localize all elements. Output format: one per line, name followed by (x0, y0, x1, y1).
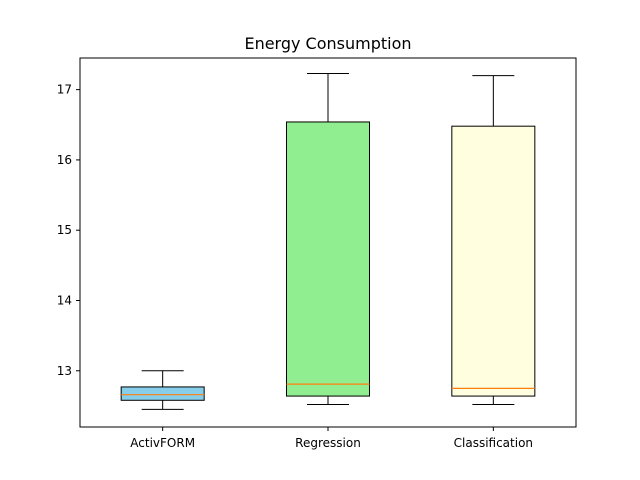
chart-title: Energy Consumption (244, 34, 411, 53)
y-tick-label: 15 (57, 223, 72, 237)
x-tick-label: ActivFORM (130, 436, 195, 450)
y-tick-label: 16 (57, 153, 72, 167)
y-tick-label: 14 (57, 293, 72, 307)
box-body (120, 386, 205, 401)
x-tick-label: Regression (295, 436, 361, 450)
box-body (286, 121, 370, 397)
y-tick-label: 17 (57, 83, 72, 97)
axes-frame (79, 57, 577, 428)
box-body (451, 125, 536, 397)
x-tick-label: Classification (454, 436, 533, 450)
plot-area: 13 14 15 16 17 ActivFORM Regression Classificat… (57, 72, 536, 450)
y-tick-label: 13 (57, 364, 72, 378)
